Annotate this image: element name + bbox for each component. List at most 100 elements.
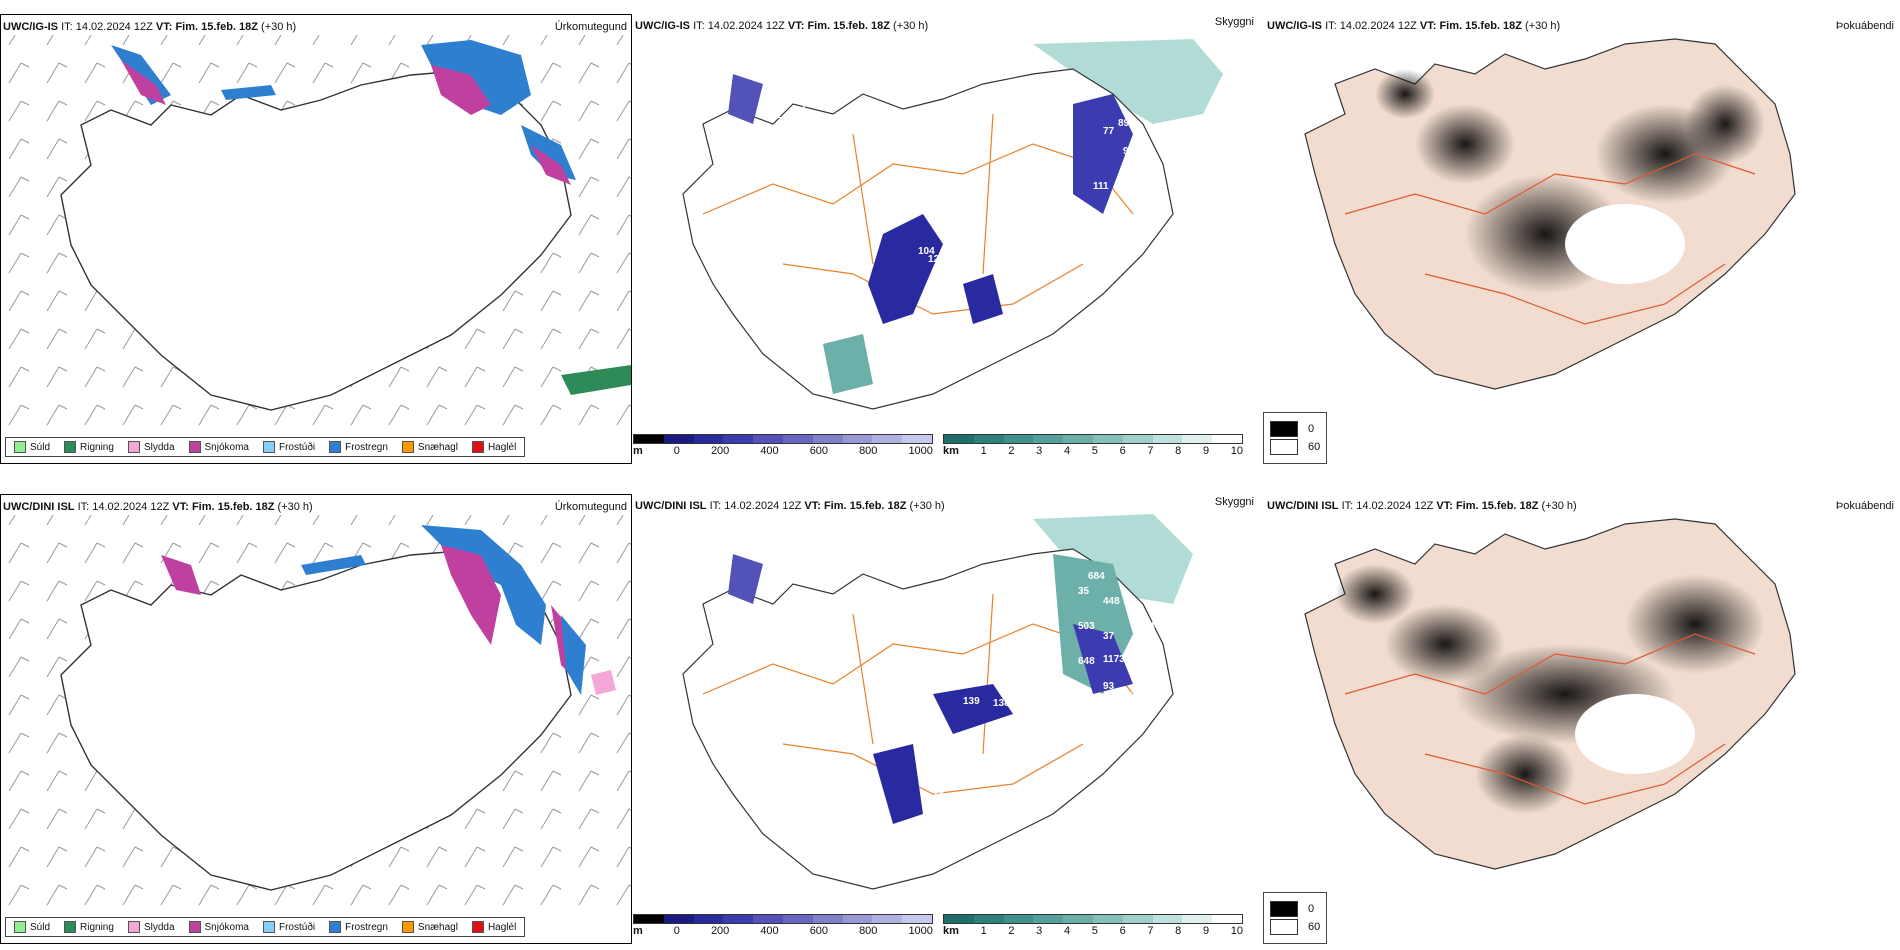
- frostregn-area: [521, 125, 576, 180]
- iceland-map-precip: [1, 515, 631, 915]
- legend-swatch: [1270, 439, 1298, 455]
- ceiling-area: [728, 74, 763, 124]
- iceland-map-visibility: [682, 514, 1193, 890]
- colorbar-cell: [1003, 915, 1034, 923]
- legend-swatch: [401, 441, 414, 453]
- ceiling-value-label: 111: [1093, 181, 1109, 192]
- colorbar-cell: [1212, 435, 1242, 443]
- ceiling-value-label: 115: [1123, 691, 1140, 702]
- colorbar-cell: [1212, 915, 1242, 923]
- snow-area: [531, 145, 571, 185]
- ceiling-area: [1073, 624, 1133, 694]
- fog-blob: [1475, 734, 1575, 814]
- panel-header: UWC/IG-IS IT: 14.02.2024 12Z VT: Fim. 15…: [1267, 20, 1561, 32]
- ceiling-value-label: 138: [993, 698, 1010, 709]
- visibility-panel-top: UWC/IG-IS IT: 14.02.2024 12Z VT: Fim. 15…: [633, 14, 1258, 464]
- legend-swatch: [127, 921, 140, 933]
- colorbar-cell: [1182, 435, 1213, 443]
- legend-swatch: [14, 441, 26, 453]
- legend-item: Haglél: [471, 921, 516, 933]
- legend-item: Súld: [14, 441, 50, 453]
- legend-item: Snæhagl: [401, 921, 458, 933]
- iceland-map-visibility: [682, 39, 1223, 410]
- legend-swatch: [64, 441, 77, 453]
- colorbar-cell: [812, 915, 843, 923]
- panel-title: Skyggni: [1214, 16, 1254, 28]
- legend-swatch: [1270, 901, 1298, 917]
- colorbar-cell: [1003, 435, 1034, 443]
- colorbar-cell: [723, 435, 754, 443]
- clear-area: [1565, 204, 1685, 284]
- colorbar-cell: [634, 915, 664, 923]
- frostregn-area: [301, 555, 366, 575]
- fog-legend-item: 0: [1270, 421, 1320, 437]
- ceiling-value-label: 156: [1023, 241, 1040, 252]
- panel-title: Þokuábendi: [1835, 500, 1894, 512]
- legend-item: Frostregn: [329, 441, 388, 453]
- colorbar-cell: [902, 435, 932, 443]
- frostregn-area: [221, 85, 276, 100]
- ceiling-value-label: 10: [783, 78, 795, 89]
- panel-title: Skyggni: [1214, 496, 1254, 508]
- legend-swatch: [471, 441, 484, 453]
- colorbar-cell: [693, 435, 724, 443]
- ceiling-value-label: 09: [933, 786, 945, 797]
- colorbar-cell: [663, 435, 694, 443]
- panel-title: Úrkomutegund: [554, 21, 627, 33]
- road-network: [1344, 633, 1756, 805]
- ceiling-value-label: 684: [1088, 571, 1105, 582]
- colorbar-cell: [1182, 915, 1213, 923]
- colorbar-cell: [782, 915, 813, 923]
- legend-swatch: [329, 921, 342, 933]
- ceiling-area: [963, 274, 1003, 324]
- visibility-panel-bottom: UWC/DINI ISL IT: 14.02.2024 12Z VT: Fim.…: [633, 494, 1258, 944]
- snow-area: [431, 65, 491, 115]
- snow-area: [161, 555, 201, 595]
- ceiling-value-label: 503: [1078, 621, 1095, 632]
- colorbar-cell: [1122, 915, 1153, 923]
- fog-legend-item: 60: [1270, 919, 1320, 935]
- colorbar-cell: [902, 915, 932, 923]
- legend-swatch: [64, 921, 77, 933]
- fog-panel-top: UWC/IG-IS IT: 14.02.2024 12Z VT: Fim. 15…: [1265, 14, 1900, 464]
- iceland-map-fog: [1304, 38, 1796, 390]
- legend-item: Haglél: [471, 441, 516, 453]
- ceiling-value-label: 122: [928, 254, 945, 265]
- fog-blob: [1375, 69, 1435, 119]
- legend-swatch: [401, 921, 414, 933]
- visibility-colorbar: km 1 2 3 4 5 6 7 8 9 10: [943, 434, 1243, 457]
- fog-legend-bottom: 0 60: [1263, 892, 1328, 944]
- ceiling-value-label: 126: [933, 268, 950, 279]
- colorbar-cell: [1152, 915, 1183, 923]
- road-network: [702, 593, 1134, 795]
- colorbar-cell: [1033, 915, 1064, 923]
- legend-swatch: [262, 441, 275, 453]
- precip-type-panel-bottom: UWC/DINI ISL IT: 14.02.2024 12Z VT: Fim.…: [0, 494, 632, 944]
- colorbar-cell: [842, 435, 873, 443]
- fog-blob: [1385, 604, 1505, 684]
- ceiling-value-label: 104: [918, 246, 935, 257]
- ceiling-area: [1073, 94, 1133, 214]
- colorbar-cell: [872, 915, 903, 923]
- legend-swatch: [188, 921, 201, 933]
- ceiling-value-label: 448: [1103, 596, 1120, 607]
- colorbar-cell: [634, 435, 664, 443]
- panel-header: UWC/DINI ISL IT: 14.02.2024 12Z VT: Fim.…: [635, 500, 945, 512]
- colorbar-cell: [842, 915, 873, 923]
- ceiling-colorbar: m 0 200 400 600 800 1000: [633, 434, 933, 457]
- ceiling-area: [728, 554, 763, 604]
- road-network: [702, 113, 1134, 315]
- snow-area: [121, 60, 166, 105]
- fog-blob: [1625, 574, 1765, 674]
- legend-item: Rigning: [64, 441, 114, 453]
- ceiling-value-label: 144: [873, 348, 890, 359]
- snow-area: [441, 545, 501, 645]
- colorbar-cell: [1063, 915, 1093, 923]
- ceiling-value-label: 1173: [1103, 654, 1125, 665]
- colorbar-cell: [753, 915, 783, 923]
- precip-legend: Súld Rigning Slydda Snjókoma Frostúði Fr…: [5, 437, 526, 457]
- legend-item: Snæhagl: [401, 441, 458, 453]
- visibility-colorbar: km 1 2 3 4 5 6 7 8 9 10: [943, 914, 1243, 937]
- legend-swatch: [1270, 919, 1298, 935]
